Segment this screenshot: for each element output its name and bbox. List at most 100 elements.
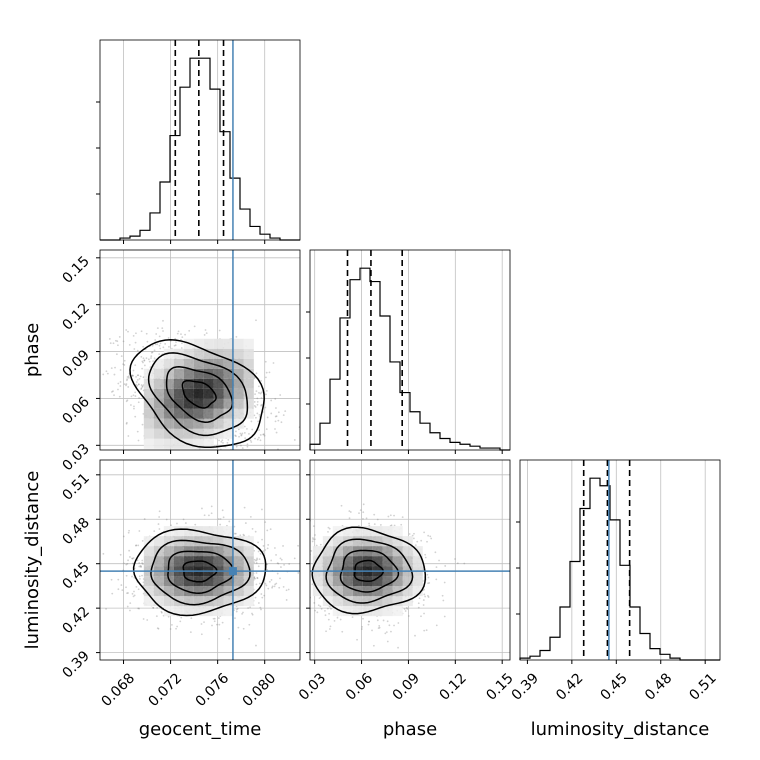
density-cell [322,556,333,567]
scatter-point [117,388,119,391]
scatter-point [277,419,280,422]
scatter-point [259,392,262,395]
scatter-point [414,634,416,637]
scatter-point [270,579,273,581]
scatter-point [427,596,430,598]
density-cell [183,418,194,429]
scatter-point [158,516,161,518]
scatter-point [320,607,323,610]
scatter-point [305,561,307,563]
scatter-point [117,344,119,347]
density-cell [213,606,224,617]
density-cell [193,428,204,439]
scatter-point [233,525,236,528]
density-cell [203,418,214,429]
scatter-point [169,628,172,630]
scatter-point [243,431,246,434]
scatter-point [279,577,281,580]
density-cell [223,428,234,439]
scatter-point [140,384,143,386]
density-cell [382,536,393,547]
density-cell [223,368,234,379]
xtick-label-geocent_time-1: 0.072 [146,670,186,710]
density-cell [173,606,184,617]
scatter-point [160,610,163,613]
scatter-point [319,605,322,608]
scatter-content-2 [289,503,510,649]
density-cell [233,368,244,379]
scatter-point [254,406,257,408]
density-cell [193,438,204,449]
scatter-point [260,608,262,611]
density-cell [322,536,333,547]
scatter-point [225,470,227,472]
scatter-point [136,384,139,387]
scatter-point [258,582,261,585]
scatter-point [179,620,182,623]
scatter-point [253,414,256,417]
scatter-point [180,333,182,336]
density-cell [243,368,254,379]
scatter-point [143,364,146,367]
density-cell [193,586,204,597]
density-cell [163,596,174,607]
density-cell [243,398,254,409]
scatter-point [329,605,331,608]
scatter-point [401,516,404,519]
scatter-point [313,602,316,604]
scatter-point [119,385,122,387]
density-cell [213,596,224,607]
scatter-point [373,523,376,526]
density-cell [342,546,353,557]
scatter-point [171,623,173,626]
density-cell [332,606,343,617]
scatter-point [193,325,196,328]
scatter-point [204,329,207,331]
density-cell [233,348,244,359]
scatter-point [162,319,164,322]
density-cell [183,576,194,587]
scatter-point [397,622,400,624]
scatter-point [328,612,331,615]
density-cell [153,428,164,439]
density-cell [233,408,244,419]
scatter-point [210,512,213,515]
ylabel-luminosity-distance: luminosity_distance [22,471,43,650]
scatter-point [145,332,148,335]
panels-layer: 0.39 0.42 0.45 0.48 0.510.030.060.090.120.15… [59,39,721,710]
scatter-point [152,607,155,609]
density-cell [143,536,154,547]
scatter-point [256,576,259,579]
scatter-point [425,629,428,632]
scatter-point [269,528,272,531]
scatter-point [246,443,249,446]
contour-0-1 [165,366,234,423]
scatter-point [274,397,277,400]
scatter-point [109,342,112,345]
density-cell [143,576,154,587]
density-cell [203,378,214,389]
scatter-point [126,379,128,382]
scatter-point [254,577,257,580]
scatter-point [140,565,142,568]
scatter-point [257,420,260,423]
scatter-point [253,404,256,407]
scatter-point [289,550,291,552]
scatter-point [113,373,116,376]
scatter-point [376,518,379,521]
scatter-point [194,523,197,526]
scatter-point [327,618,330,621]
scatter-point [141,386,144,388]
scatter-point [260,465,262,467]
scatter-point [190,617,193,620]
density-cell [392,546,403,557]
scatter-point [217,518,220,520]
scatter-point [280,566,282,568]
scatter-point [157,523,160,525]
density-cell [223,398,234,409]
scatter-point [119,553,122,556]
scatter-point [160,611,163,614]
scatter-point [135,376,137,378]
xlabel-geocent-time: geocent_time [139,719,262,740]
scatter-frame-1 [99,459,301,661]
